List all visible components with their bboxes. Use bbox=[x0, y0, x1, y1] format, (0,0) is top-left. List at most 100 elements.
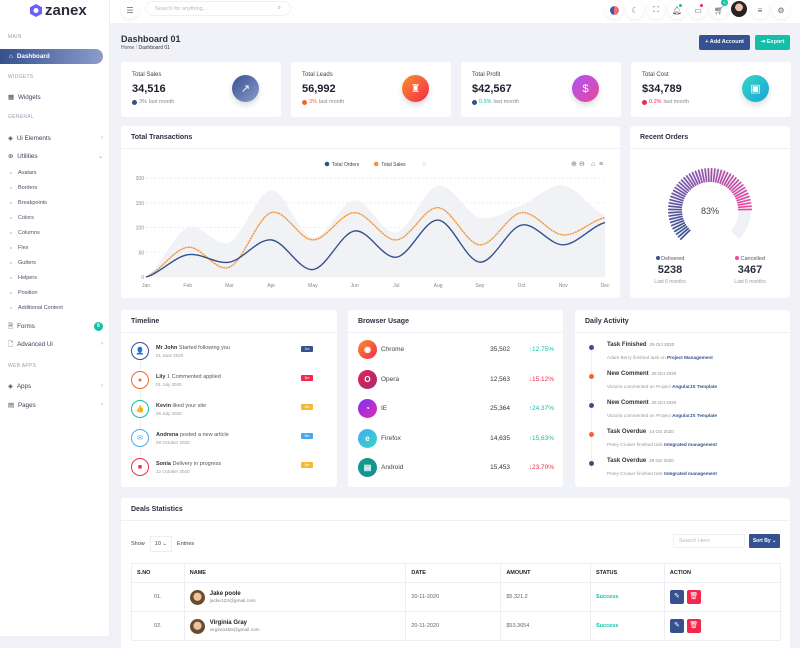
activity-text: Adam Berry finished task on bbox=[607, 355, 666, 360]
activity-link[interactable]: Integrated management bbox=[664, 471, 717, 476]
sidebar-item-widgets[interactable]: ▦Widgets bbox=[8, 90, 103, 104]
sidebar-subitem[interactable]: Additional Content bbox=[10, 305, 63, 311]
settings-button[interactable]: ⚙ bbox=[772, 1, 790, 19]
show-label: Show bbox=[131, 541, 145, 547]
messages-button[interactable]: ▭ bbox=[689, 1, 707, 19]
y-tick-label: 0 bbox=[141, 275, 144, 281]
sidebar-subitem[interactable]: Borders bbox=[10, 185, 37, 191]
column-header[interactable]: NAME bbox=[184, 564, 406, 583]
sidebar-subitem[interactable]: Avatars bbox=[10, 170, 37, 176]
sidebar-item-advanced-ui[interactable]: 🗋Advanced Ui› bbox=[8, 337, 103, 351]
sidebar-item-utilities[interactable]: ⊛Utilities⌄ bbox=[8, 149, 103, 163]
forms-badge: 6 bbox=[94, 322, 103, 331]
entries-value: 10 bbox=[155, 541, 161, 547]
breadcrumb-home[interactable]: Home bbox=[121, 45, 134, 51]
x-tick-label: Jan bbox=[142, 283, 150, 289]
menu-icon[interactable]: ≡ bbox=[599, 161, 603, 168]
sidebar-item-apps[interactable]: ◈Apps› bbox=[8, 379, 103, 393]
user-plus-icon: 👤 bbox=[131, 342, 149, 360]
sidebar-subitem[interactable]: Gutters bbox=[10, 260, 36, 266]
column-header[interactable]: ACTION bbox=[664, 564, 780, 583]
activity-dot bbox=[589, 403, 594, 408]
stat-value: 56,992 bbox=[302, 83, 336, 95]
activity-link[interactable]: AngularJS Template bbox=[672, 384, 717, 389]
x-tick-label: Jul bbox=[393, 283, 399, 289]
deals-statistics-card: Deals Statistics Show 10 ⌄ Entries Searc… bbox=[121, 498, 790, 648]
sidebar-item-pages[interactable]: ▤Pages› bbox=[8, 398, 103, 412]
row-amount: $53,3654 bbox=[501, 612, 591, 641]
activity-text: Petey Cruiser finished task bbox=[607, 442, 663, 447]
browser-change-value: 12.75% bbox=[532, 346, 554, 353]
change-value: 3% bbox=[139, 99, 147, 105]
stat-value: $34,789 bbox=[642, 83, 682, 95]
message-dot bbox=[700, 4, 703, 7]
column-header[interactable]: DATE bbox=[406, 564, 501, 583]
edit-button[interactable]: ✎ bbox=[670, 619, 684, 633]
browser-row: ◔ IE 25,364 ↑24.37% bbox=[358, 399, 554, 418]
timeline-text: liked your site bbox=[173, 403, 207, 409]
sidebar-subitem[interactable]: Columns bbox=[10, 230, 40, 236]
export-button[interactable]: ⇥ Export bbox=[755, 35, 790, 50]
search-input[interactable]: Search for anything... bbox=[155, 6, 207, 12]
sidebar-item-ui-elements[interactable]: ◈Ui Elements› bbox=[8, 131, 103, 145]
activity-link[interactable]: Project Management bbox=[667, 355, 713, 360]
cart-button[interactable]: 🛒︎5 bbox=[710, 1, 728, 19]
delete-button[interactable]: 🗑︎ bbox=[687, 590, 701, 604]
activity-date: 25 Oct 2020 bbox=[652, 400, 677, 405]
y-tick-label: 200 bbox=[136, 176, 145, 182]
column-header[interactable]: S.NO bbox=[132, 564, 185, 583]
entries-control: Show 10 ⌄ Entries bbox=[131, 536, 194, 552]
entries-select[interactable]: 10 ⌄ bbox=[150, 536, 172, 552]
sidebar-menu-button[interactable]: ≡ bbox=[751, 1, 769, 19]
row-actions: ✎🗑︎ bbox=[664, 612, 780, 641]
browser-change-value: 15.12% bbox=[532, 376, 554, 383]
stat-card: Total Sales 34,516 3%last month ↗ bbox=[121, 62, 281, 117]
logo-hex-icon bbox=[30, 4, 42, 17]
timeline-badge: 1m bbox=[301, 346, 313, 352]
edit-button[interactable]: ✎ bbox=[670, 590, 684, 604]
gauge-percent: 83% bbox=[690, 206, 730, 216]
user-avatar[interactable] bbox=[731, 1, 747, 17]
legend-label: Total Sales bbox=[381, 162, 406, 168]
sidebar-subitem[interactable]: Breakpoints bbox=[10, 200, 47, 206]
activity-link[interactable]: AngularJS Template bbox=[672, 413, 717, 418]
sidebar-subitem[interactable]: Colors bbox=[10, 215, 34, 221]
delete-button[interactable]: 🗑︎ bbox=[687, 619, 701, 633]
zoom-in-icon[interactable]: ⊕ bbox=[571, 161, 577, 168]
sidebar-subitem[interactable]: Position bbox=[10, 290, 38, 296]
browser-row: O Opera 12,563 ↓15.12% bbox=[358, 370, 554, 389]
notifications-button[interactable]: 🔔︎ bbox=[668, 1, 686, 19]
row-name: Jake poole bbox=[210, 591, 256, 597]
thumbs-up-icon: 👍 bbox=[131, 400, 149, 418]
deals-search-input[interactable]: Search Here bbox=[673, 534, 745, 548]
dark-mode-button[interactable]: ☾ bbox=[626, 1, 644, 19]
fullscreen-button[interactable]: ⛶ bbox=[647, 1, 665, 19]
menu-toggle-button[interactable]: ☰ bbox=[121, 1, 139, 19]
section-web-apps: WEB APPS bbox=[8, 363, 36, 369]
browser-change-value: 23.70% bbox=[532, 464, 554, 471]
sidebar-subitem[interactable]: Helpers bbox=[10, 275, 37, 281]
row-status: Success bbox=[591, 583, 665, 612]
activity-dot bbox=[589, 345, 594, 350]
stat-change: 0.2%last month bbox=[642, 99, 689, 105]
change-value: 0.5% bbox=[479, 99, 492, 105]
cancelled-value: 3467 bbox=[730, 264, 770, 276]
column-header[interactable]: AMOUNT bbox=[501, 564, 591, 583]
browser-usage-card: Browser Usage ◉ Chrome 35,502 ↑12.75% O … bbox=[348, 310, 563, 487]
sidebar-subitem[interactable]: Flex bbox=[10, 245, 28, 251]
logo[interactable]: zanex bbox=[30, 2, 87, 19]
activity-link[interactable]: Integrated management bbox=[664, 442, 717, 447]
add-account-button[interactable]: + Add Account bbox=[699, 35, 750, 50]
sort-by-button[interactable]: Sort By ⌄ bbox=[749, 534, 780, 548]
column-header[interactable]: STATUS bbox=[591, 564, 665, 583]
language-flag-button[interactable] bbox=[605, 1, 623, 19]
zoom-out-icon[interactable]: ⊖ bbox=[579, 161, 585, 168]
timeline-text: posted a new article bbox=[180, 432, 229, 438]
sidebar-item-dashboard[interactable]: ⌂Dashboard bbox=[0, 49, 103, 64]
search-bar[interactable]: Search for anything... ⌕ bbox=[145, 1, 291, 16]
home-icon[interactable]: ⌂ bbox=[591, 161, 595, 168]
top-header: ☰ Search for anything... ⌕ ☾ ⛶ 🔔︎ ▭ 🛒︎5 … bbox=[110, 0, 800, 23]
